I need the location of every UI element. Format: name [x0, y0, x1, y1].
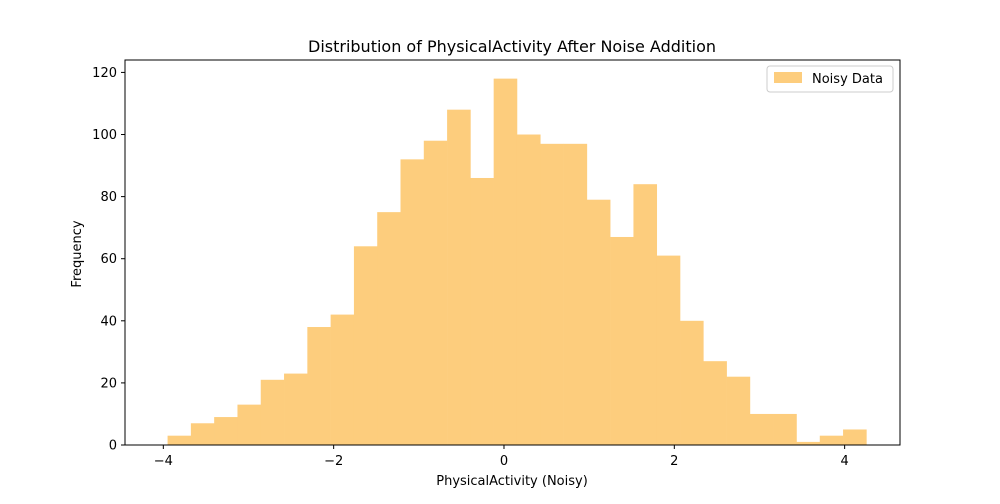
y-tick-label: 20	[100, 376, 117, 391]
histogram-bar	[190, 423, 215, 445]
histogram-bar	[237, 404, 262, 445]
histogram-bar	[260, 379, 285, 445]
histogram-bar	[377, 212, 401, 445]
plot-frame	[124, 59, 901, 446]
histogram-bar	[167, 435, 192, 445]
histogram-bar	[633, 184, 658, 445]
y-tick-label: 40	[100, 314, 117, 329]
histogram-bar	[307, 327, 331, 445]
x-tick-label: 0	[500, 454, 508, 469]
histogram-bar	[563, 143, 588, 446]
y-tick-label: 120	[92, 66, 117, 81]
histogram-bar	[284, 373, 308, 445]
x-tick-label: −4	[154, 454, 173, 469]
histogram-bar	[726, 376, 751, 445]
histogram-bar	[353, 246, 378, 445]
y-axis-label: Frequency	[70, 220, 85, 287]
x-tick-label: −2	[324, 454, 343, 469]
chart-title: Distribution of PhysicalActivity After N…	[308, 37, 716, 56]
histogram-bar	[493, 78, 518, 446]
histogram-bar	[656, 255, 681, 445]
x-axis-label: PhysicalActivity (Noisy)	[436, 474, 588, 489]
legend-label: Noisy Data	[812, 72, 883, 87]
x-tick-label: 4	[841, 454, 849, 469]
legend: Noisy Data	[766, 65, 894, 93]
histogram-bar	[843, 429, 867, 445]
y-tick-label: 80	[100, 190, 117, 205]
histogram-bar	[703, 361, 727, 445]
histogram-bar	[330, 314, 355, 445]
histogram-bar	[470, 177, 494, 445]
histogram-bar	[540, 143, 564, 446]
legend-swatch	[774, 72, 802, 83]
histogram-bar	[819, 435, 844, 445]
histogram-bar	[680, 320, 704, 445]
y-tick-label: 60	[100, 252, 117, 267]
histogram-bar	[773, 413, 797, 445]
histogram-bar	[610, 236, 634, 445]
bars-group	[167, 78, 867, 446]
histogram-bar	[447, 109, 471, 445]
histogram-bar	[423, 140, 448, 445]
x-tick-label: 2	[670, 454, 678, 469]
histogram-bar	[586, 199, 611, 445]
y-tick-label: 0	[109, 439, 117, 454]
histogram-bar	[749, 413, 774, 445]
histogram-bar	[516, 134, 541, 446]
histogram-bar	[400, 159, 425, 445]
histogram-bar	[796, 441, 821, 445]
histogram-bar	[214, 417, 238, 445]
y-tick-label: 100	[92, 128, 117, 143]
